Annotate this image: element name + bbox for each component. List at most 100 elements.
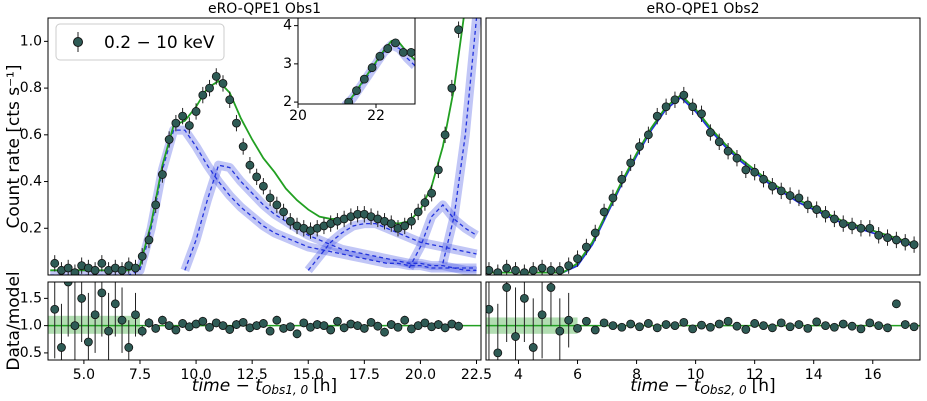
axes-frame (485, 17, 921, 276)
data-point (137, 326, 147, 336)
data-point (723, 316, 733, 326)
data-point (643, 130, 653, 140)
data-point (400, 315, 410, 325)
data-point (63, 263, 73, 273)
model-line (307, 222, 477, 271)
data-point (617, 174, 627, 184)
data-point (883, 233, 892, 243)
data-point (366, 317, 376, 327)
data-point (714, 319, 724, 329)
data-point (232, 118, 241, 128)
data-point (285, 322, 295, 332)
data-point (732, 153, 742, 163)
data-point (635, 322, 644, 332)
data-point (272, 200, 282, 210)
data-point (258, 181, 268, 191)
x-tick-label: 14 (805, 367, 823, 383)
x-tick-label: 6 (573, 367, 582, 383)
axes-frame (47, 281, 482, 361)
data-point (511, 265, 520, 275)
data-point (50, 304, 60, 314)
data-point (218, 321, 228, 331)
data-point (865, 223, 875, 233)
data-point (750, 319, 760, 328)
data-point (258, 319, 268, 328)
data-point (393, 322, 403, 332)
data-point (211, 72, 221, 81)
data-point (352, 86, 361, 96)
data-point (110, 299, 120, 309)
data-point (454, 321, 463, 331)
data-point (238, 142, 248, 151)
data-point (359, 323, 369, 333)
data-point (891, 299, 901, 309)
legend-label: 0.2 − 10 keV (104, 33, 215, 53)
data-point (705, 322, 715, 332)
x-tick-label: 8 (632, 367, 641, 383)
data-point (502, 263, 512, 273)
x-label-sub: Obs1, 0 (262, 383, 309, 397)
data-point (70, 268, 80, 275)
x-tick-label: 4 (514, 367, 523, 383)
data-point (225, 325, 235, 334)
data-point (158, 170, 167, 179)
data-point (608, 321, 618, 331)
data-point (151, 323, 161, 333)
data-point (838, 319, 848, 329)
data-point (546, 283, 556, 292)
data-point (413, 207, 423, 217)
data-point (821, 209, 830, 219)
data-point (652, 111, 662, 121)
x-tick-label: 7.5 (129, 367, 151, 383)
data-point (406, 48, 415, 57)
data-point (486, 265, 494, 275)
data-point (440, 130, 450, 140)
data-point (373, 321, 383, 331)
data-point (454, 25, 463, 35)
data-point (750, 167, 760, 177)
y-axis-label: Data/model (4, 271, 24, 370)
data-point (97, 258, 107, 268)
data-point (238, 317, 248, 327)
y-tick-label: 3 (283, 56, 292, 72)
data-point (759, 321, 768, 331)
data-point (803, 323, 813, 333)
data-point (420, 198, 430, 207)
panel: 4 6 8 10 12 14 16 time − tObs2, 0 [h] (485, 281, 921, 397)
data-point (883, 323, 892, 333)
x-tick-label: 22.5 (461, 367, 492, 383)
data-point (599, 318, 609, 328)
data-point (333, 316, 342, 326)
data-point (812, 317, 822, 327)
data-point (205, 322, 214, 332)
panel-title: eRO-QPE1 Obs2 (646, 1, 759, 17)
model-band (48, 315, 140, 334)
data-point (847, 321, 857, 331)
data-point (344, 97, 354, 104)
data-point (70, 321, 80, 331)
data-point (767, 323, 777, 333)
x-tick-label: 17.5 (349, 367, 380, 383)
plot-area (486, 86, 919, 275)
data-point (909, 322, 919, 332)
data-point (856, 324, 866, 334)
data-point (626, 158, 636, 168)
plot-area (48, 282, 481, 360)
data-point (420, 318, 430, 328)
data-point (440, 323, 450, 333)
data-point (661, 102, 671, 112)
data-point (847, 221, 857, 231)
data-point (900, 237, 910, 247)
data-point (555, 326, 565, 336)
data-point (537, 310, 547, 320)
data-point (502, 283, 512, 292)
x-label-unit: [h] (752, 376, 776, 396)
data-point (272, 315, 282, 325)
legend-marker (73, 37, 83, 47)
model-line (50, 129, 477, 275)
data-point (679, 317, 689, 327)
data-point (617, 322, 627, 332)
data-point (427, 188, 437, 198)
panel: eRO-QPE1 Obs2 (485, 1, 921, 276)
data-point (697, 320, 706, 330)
